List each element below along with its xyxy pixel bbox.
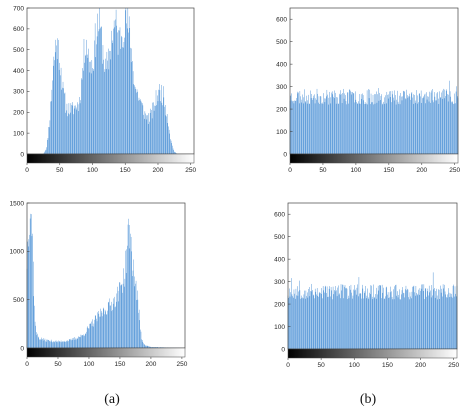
y-tick-label: 100	[276, 129, 287, 136]
y-tick-label: 600	[276, 17, 287, 24]
grayscale-colorbar	[26, 347, 186, 358]
y-tick-label: 400	[13, 68, 24, 75]
y-tick-label: 700	[13, 5, 24, 12]
x-tick-label: 150	[382, 362, 393, 369]
y-tick-label: 0	[20, 151, 24, 158]
y-tick-label: 400	[276, 61, 287, 68]
x-tick-label: 50	[54, 361, 62, 368]
x-tick-label: 0	[288, 167, 292, 174]
histogram-b-equalized-second: 0 100 200 300 400 500 600 0 50 100 150 200 250	[274, 202, 459, 369]
x-tick-label: 100	[349, 362, 360, 369]
x-tick-label: 200	[145, 361, 156, 368]
x-tick-label: 0	[286, 362, 290, 369]
histogram-a-original: 0 100 200 300 400 500 600 700 0 50 100 150 200 250	[13, 5, 196, 174]
y-tick-label: 0	[283, 151, 287, 158]
y-tick-label: 200	[13, 110, 24, 117]
x-tick-label: 100	[84, 361, 95, 368]
y-tick-label: 300	[276, 84, 287, 91]
histogram-b-equalized: 0 100 200 300 400 500 600 0 50 100 150 200 250	[276, 7, 461, 174]
x-tick-label: 250	[176, 361, 187, 368]
y-tick-label: 1500	[10, 200, 25, 207]
x-tick-label: 150	[383, 167, 394, 174]
y-tick-label: 300	[13, 89, 24, 96]
y-tick-label: 1000	[10, 249, 25, 256]
x-tick-label: 50	[318, 362, 326, 369]
x-tick-label: 50	[56, 167, 64, 174]
y-tick-label: 0	[20, 345, 24, 352]
caption-a: (a)	[104, 392, 120, 407]
x-tick-label: 200	[415, 362, 426, 369]
grayscale-colorbar	[287, 348, 458, 359]
x-tick-label: 100	[350, 167, 361, 174]
grayscale-colorbar	[26, 153, 195, 164]
x-tick-label: 200	[416, 167, 427, 174]
y-tick-label: 500	[276, 39, 287, 46]
x-tick-label: 150	[115, 361, 126, 368]
y-tick-label: 500	[13, 47, 24, 54]
y-tick-label: 600	[274, 212, 285, 219]
y-tick-label: 600	[13, 26, 24, 33]
histogram-a-original-second: 0 500 1000 1500 0 50 100 150 200 250	[10, 200, 188, 368]
y-tick-label: 100	[274, 324, 285, 331]
plot-frame	[26, 202, 186, 349]
x-tick-label: 100	[87, 167, 98, 174]
y-tick-label: 300	[274, 279, 285, 286]
y-tick-label: 200	[276, 106, 287, 113]
x-tick-label: 0	[25, 167, 29, 174]
x-tick-label: 50	[319, 167, 327, 174]
y-tick-label: 0	[281, 346, 285, 353]
caption-b: (b)	[360, 392, 377, 407]
x-tick-label: 250	[448, 362, 459, 369]
x-tick-label: 250	[185, 167, 196, 174]
x-tick-label: 150	[120, 167, 131, 174]
grayscale-colorbar	[289, 153, 459, 164]
x-tick-label: 0	[25, 361, 29, 368]
y-tick-label: 500	[274, 234, 285, 241]
y-tick-label: 100	[13, 130, 24, 137]
y-tick-label: 400	[274, 256, 285, 263]
x-tick-label: 200	[153, 167, 164, 174]
x-tick-label: 250	[449, 167, 460, 174]
y-tick-label: 200	[274, 301, 285, 308]
y-tick-label: 500	[13, 297, 24, 304]
